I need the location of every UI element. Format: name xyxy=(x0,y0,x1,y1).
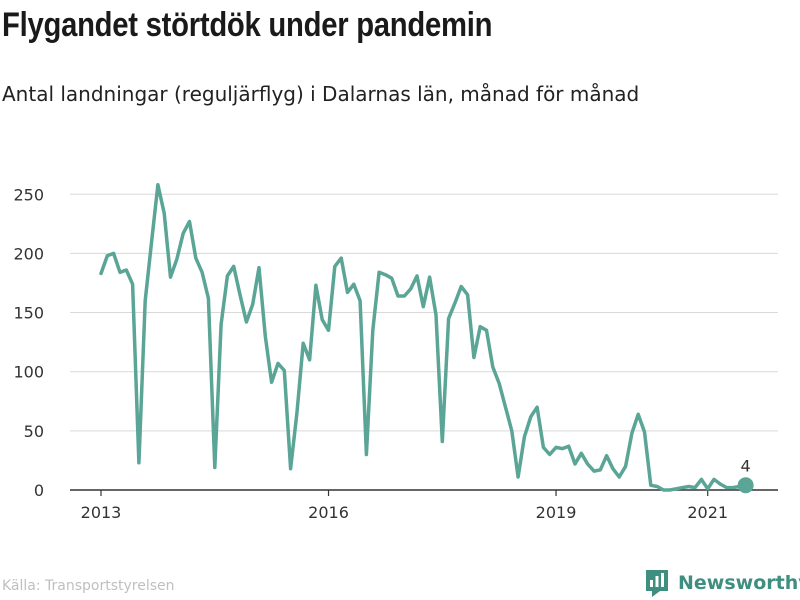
x-tick-label: 2016 xyxy=(308,503,349,522)
series-line xyxy=(99,183,748,492)
y-axis-tick-labels: 0 50 100 150 200 250 xyxy=(13,185,44,500)
last-value-label: 4 xyxy=(741,456,751,475)
y-tick-label: 200 xyxy=(13,244,44,263)
y-tick-label: 100 xyxy=(13,363,44,382)
last-point-marker xyxy=(737,477,754,494)
brand-logo: Newsworthy xyxy=(644,568,800,598)
brand-name: Newsworthy xyxy=(678,572,800,594)
x-tick-label: 2013 xyxy=(81,503,122,522)
y-tick-label: 250 xyxy=(13,185,44,204)
series-layer: 4 xyxy=(99,183,754,494)
x-tick-label: 2019 xyxy=(536,503,577,522)
y-tick-label: 0 xyxy=(34,481,44,500)
chart-title: Flygandet störtdök under pandemin xyxy=(2,6,493,44)
x-tick-label: 2021 xyxy=(687,503,728,522)
newsworthy-logo-icon xyxy=(646,570,668,597)
chart-subtitle: Antal landningar (reguljärflyg) i Dalarn… xyxy=(2,82,640,106)
y-tick-label: 50 xyxy=(24,422,44,441)
x-axis-ticks: 2013 2016 2019 2021 xyxy=(81,490,728,522)
source-note: Källa: Transportstyrelsen xyxy=(2,578,175,594)
gridlines xyxy=(70,193,778,491)
y-tick-label: 150 xyxy=(13,304,44,323)
